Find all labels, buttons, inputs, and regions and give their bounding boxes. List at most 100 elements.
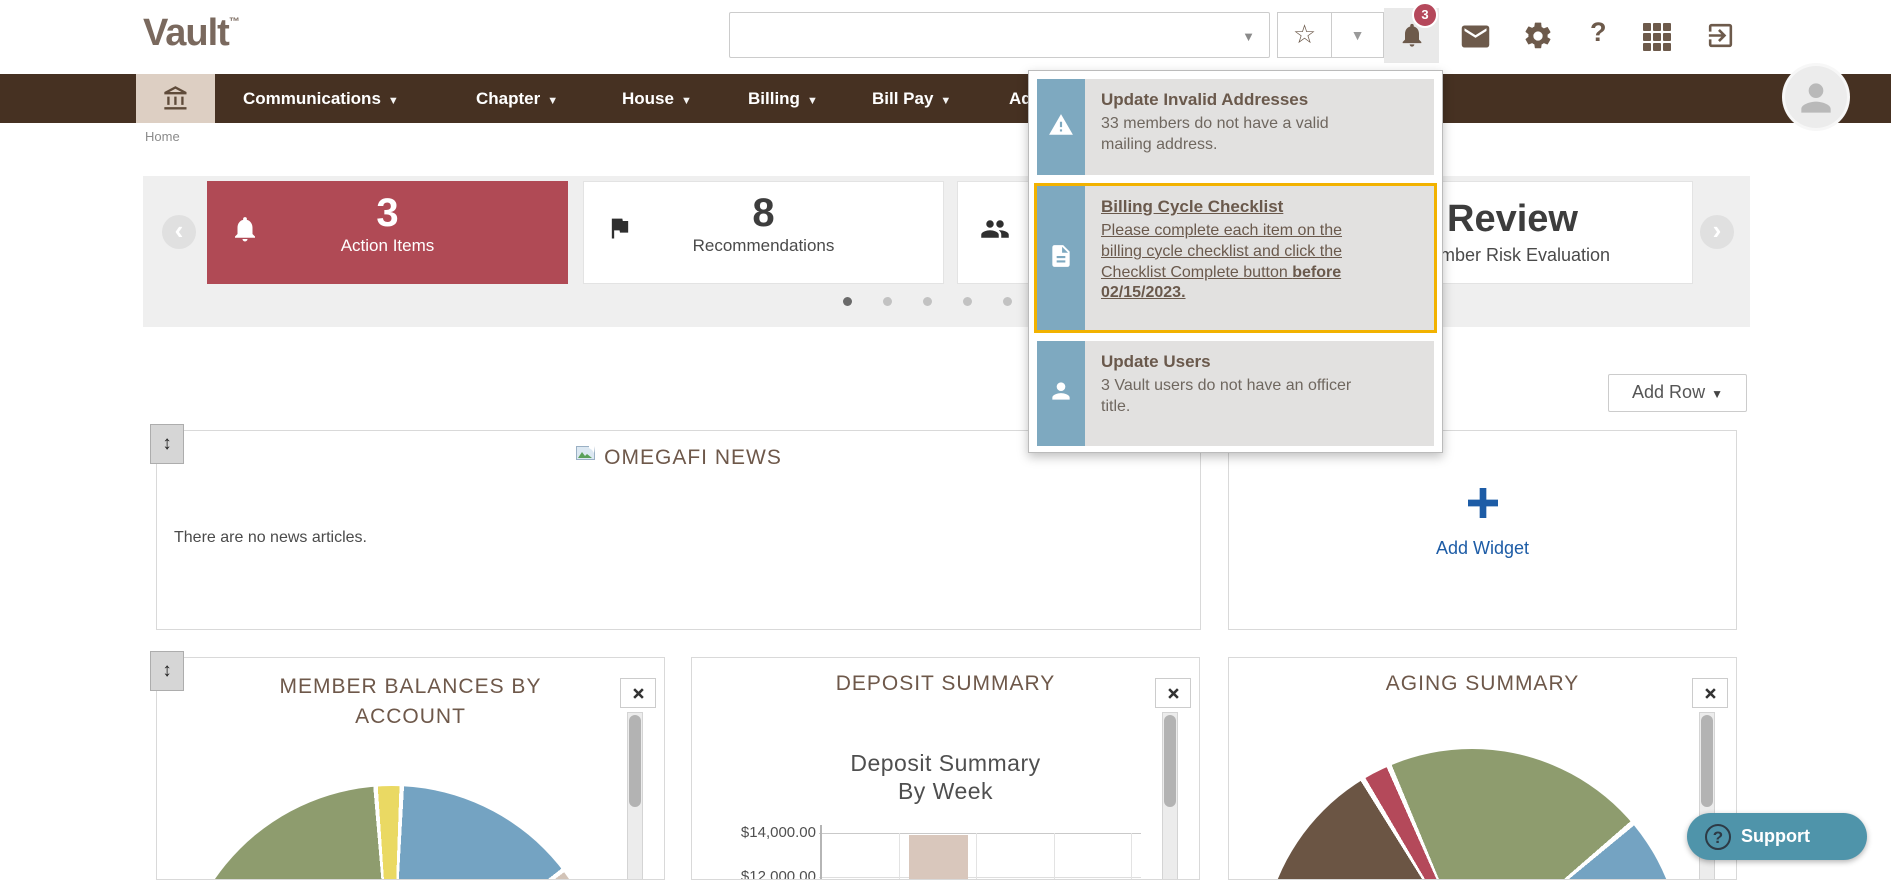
deposit-summary-widget: DEPOSIT SUMMARY Deposit Summary By Week … [691, 657, 1200, 880]
nav-item-billing[interactable]: Billing ▼ [748, 89, 818, 108]
vault-logo[interactable]: Vault™ [143, 12, 240, 55]
widget-scrollbar[interactable] [1162, 712, 1178, 879]
add-widget-label: Add Widget [1435, 538, 1530, 558]
envelope-icon [1459, 25, 1492, 57]
notifications-dropdown: Update Invalid Addresses 33 members do n… [1028, 70, 1443, 453]
aging-summary-widget: AGING SUMMARY [1228, 657, 1737, 880]
chevron-down-icon: ▼ [680, 95, 692, 107]
member-balances-pie-chart [177, 786, 607, 879]
widget-scrollbar[interactable] [627, 712, 643, 879]
chevron-right-icon: › [1712, 215, 1722, 245]
add-widget-panel: Add Widget [1228, 430, 1737, 630]
carousel-next-button[interactable]: › [1700, 215, 1734, 249]
card-label: Action Items [340, 236, 435, 255]
scrollbar-thumb[interactable] [1701, 715, 1713, 807]
nav-item-bill-pay[interactable]: Bill Pay ▼ [872, 89, 952, 108]
notification-title: Update Invalid Addresses [1101, 90, 1309, 109]
scrollbar-thumb[interactable] [629, 715, 641, 807]
notification-title: Billing Cycle Checklist [1101, 197, 1284, 216]
chevron-down-icon: ▼ [940, 95, 952, 107]
chevron-down-icon: ▼ [1242, 29, 1255, 44]
messages-button[interactable] [1459, 20, 1492, 58]
gridline [899, 833, 900, 879]
plus-icon [1463, 488, 1503, 527]
notification-body: 33 members do not have a valid mailing a… [1101, 115, 1329, 153]
omegafi-news-widget: OMEGAFI NEWS There are no news articles. [156, 430, 1201, 630]
gear-icon [1522, 22, 1554, 56]
card-value: 3 [376, 191, 399, 235]
notification-title: Update Users [1101, 352, 1211, 371]
widget-drag-handle[interactable]: ↕ [150, 424, 184, 464]
gridline [1131, 833, 1132, 879]
scrollbar-thumb[interactable] [1164, 715, 1176, 807]
carousel-dot-1[interactable] [843, 297, 852, 306]
member-balances-title: MEMBER BALANCES BY ACCOUNT [279, 675, 542, 729]
document-icon [1048, 243, 1074, 274]
card-label: Member Risk Evaluation [1414, 245, 1611, 265]
aging-summary-pie-chart [1262, 749, 1682, 879]
favorite-star-button[interactable]: ☆ [1277, 12, 1332, 58]
aging-summary-title: AGING SUMMARY [1385, 672, 1580, 695]
close-widget-button[interactable] [1155, 678, 1191, 708]
nav-item-house[interactable]: House ▼ [622, 89, 692, 108]
person-icon [1048, 378, 1074, 409]
close-widget-button[interactable] [620, 678, 656, 708]
close-icon [1703, 688, 1718, 705]
chevron-down-icon: ▼ [806, 95, 818, 107]
main-navbar: Communications ▼ Chapter ▼ House ▼ Billing ▼… [0, 66, 1891, 128]
widget-drag-handle[interactable]: ↕ [150, 651, 184, 691]
close-widget-button[interactable] [1692, 678, 1728, 708]
up-down-arrow-icon: ↕ [162, 433, 172, 454]
gridline [976, 833, 977, 879]
deposit-summary-title: DEPOSIT SUMMARY [835, 672, 1056, 695]
nav-item-communications[interactable]: Communications ▼ [243, 89, 399, 108]
notification-update-invalid-addresses[interactable]: Update Invalid Addresses 33 members do n… [1037, 79, 1434, 175]
card-recommendations[interactable]: 8 Recommendations [583, 181, 944, 284]
bank-icon [162, 86, 190, 117]
carousel-dot-2[interactable] [883, 297, 892, 306]
news-widget-title: OMEGAFI NEWS [604, 446, 782, 469]
logout-button[interactable] [1705, 20, 1736, 56]
user-avatar[interactable] [1785, 66, 1847, 128]
notifications-button[interactable]: 3 [1384, 2, 1439, 63]
notification-update-users[interactable]: Update Users 3 Vault users do not have a… [1037, 341, 1434, 446]
notification-stripe [1037, 186, 1085, 330]
person-silhouette-icon [1785, 83, 1838, 124]
apps-grid-button[interactable] [1643, 23, 1671, 51]
deposit-bar [909, 835, 968, 879]
card-label: Recommendations [692, 236, 835, 255]
add-row-button[interactable]: Add Row ▼ [1608, 374, 1747, 412]
support-label: Support [1741, 826, 1810, 846]
gridline [819, 833, 1141, 834]
close-icon [1166, 688, 1181, 705]
carousel-pagination [843, 297, 1012, 306]
question-mark-icon: ? [1590, 17, 1607, 47]
news-widget-header: OMEGAFI NEWS [157, 445, 1200, 471]
context-search-select[interactable]: ▼ [729, 12, 1270, 58]
notification-body: Please complete each item on the billing… [1101, 222, 1343, 302]
carousel-dot-3[interactable] [923, 297, 932, 306]
warning-triangle-icon [1048, 112, 1074, 143]
card-action-items[interactable]: 3 Action Items [207, 181, 568, 284]
carousel-prev-button[interactable]: ‹ [162, 215, 196, 249]
nav-item-chapter[interactable]: Chapter ▼ [476, 89, 559, 108]
carousel-dot-5[interactable] [1003, 297, 1012, 306]
deposit-chart-title-line1: Deposit Summary [850, 750, 1041, 776]
carousel-dot-4[interactable] [963, 297, 972, 306]
favorites-dropdown-button[interactable]: ▼ [1331, 12, 1384, 58]
users-icon [980, 214, 1010, 249]
notification-stripe [1037, 79, 1085, 175]
deposit-chart-title-line2: By Week [897, 778, 994, 804]
add-widget-button[interactable]: Add Widget [1229, 483, 1736, 559]
notification-count-badge: 3 [1412, 2, 1438, 28]
notification-billing-cycle-checklist[interactable]: Billing Cycle Checklist Please complete … [1034, 183, 1437, 333]
help-button[interactable]: ? [1590, 17, 1607, 48]
nav-home-button[interactable] [136, 74, 215, 123]
logout-icon [1705, 23, 1736, 55]
question-mark-circle-icon: ? [1705, 823, 1731, 850]
gridline [1054, 833, 1055, 879]
settings-button[interactable] [1522, 20, 1554, 57]
support-button[interactable]: ? Support [1687, 813, 1867, 860]
top-header: Vault™ ▼ ☆ ▼ 3 ? [0, 0, 1891, 74]
